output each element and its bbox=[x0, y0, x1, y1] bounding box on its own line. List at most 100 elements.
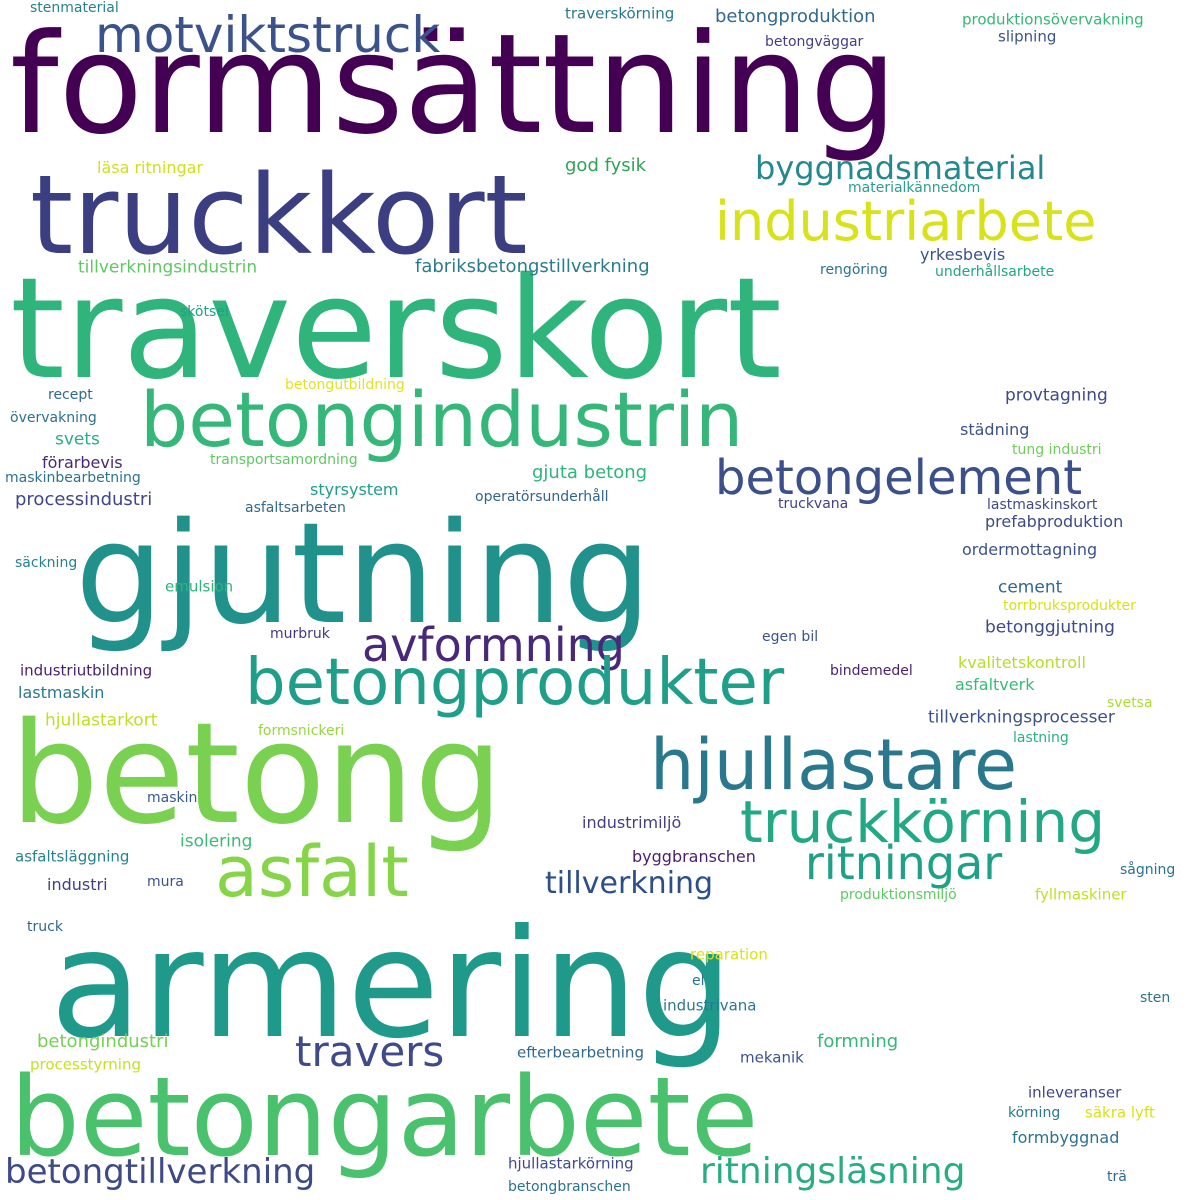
word-27: stenmaterial bbox=[30, 0, 119, 16]
word-100: betongbranschen bbox=[508, 1179, 631, 1195]
word-63: betonggjutning bbox=[985, 617, 1115, 638]
word-84: truck bbox=[27, 919, 63, 935]
word-89: betongindustri bbox=[37, 1031, 169, 1052]
word-76: isolering bbox=[180, 831, 253, 852]
word-96: säkra lyft bbox=[1085, 1103, 1155, 1122]
word-28: traverskörning bbox=[565, 4, 675, 23]
word-55: prefabproduktion bbox=[985, 512, 1124, 531]
word-70: hjullastarkort bbox=[45, 710, 158, 731]
word-66: kvalitetskontroll bbox=[958, 653, 1086, 672]
word-54: asfaltsarbeten bbox=[245, 500, 346, 516]
word-34: tillverkningsindustrin bbox=[78, 257, 258, 278]
word-85: reparation bbox=[690, 945, 768, 964]
word-32: läsa ritningar bbox=[97, 158, 204, 177]
word-2: truckkort bbox=[30, 151, 528, 279]
word-87: industrivana bbox=[663, 996, 757, 1015]
word-30: betongväggar bbox=[765, 34, 864, 50]
word-97: formbyggnad bbox=[1012, 1128, 1120, 1147]
word-78: byggbranschen bbox=[632, 847, 756, 866]
word-16: tillverkning bbox=[545, 866, 714, 901]
word-86: el bbox=[692, 973, 705, 989]
word-62: egen bil bbox=[762, 629, 819, 645]
word-43: städning bbox=[960, 420, 1030, 439]
word-5: traverskort bbox=[10, 248, 782, 411]
word-18: travers bbox=[295, 1027, 445, 1076]
word-47: maskinbearbetning bbox=[5, 470, 141, 486]
word-37: skötsel bbox=[180, 304, 229, 320]
word-92: processtyrning bbox=[30, 1055, 142, 1074]
word-50: styrsystem bbox=[310, 480, 399, 499]
word-79: sågning bbox=[1120, 862, 1176, 878]
word-56: ordermottagning bbox=[962, 540, 1098, 559]
word-74: maskin bbox=[147, 790, 198, 806]
word-17: armering bbox=[50, 898, 733, 1072]
word-26: yrkesbevis bbox=[920, 245, 1006, 264]
word-65: bindemedel bbox=[830, 663, 913, 679]
word-12: hjullastare bbox=[650, 724, 1018, 806]
word-51: operatörsunderhåll bbox=[475, 489, 609, 505]
word-22: byggnadsmaterial bbox=[755, 149, 1046, 187]
word-57: säckning bbox=[15, 555, 78, 571]
word-82: produktionsmiljö bbox=[840, 887, 957, 903]
word-36: underhållsarbete bbox=[935, 264, 1055, 280]
word-14: ritningar bbox=[805, 836, 1003, 890]
word-48: gjuta betong bbox=[532, 462, 648, 483]
word-33: materialkännedom bbox=[848, 180, 981, 196]
word-9: avformning bbox=[362, 618, 625, 672]
word-45: förarbevis bbox=[42, 453, 123, 472]
word-3: motviktstruck bbox=[95, 6, 441, 64]
word-4: industriarbete bbox=[715, 190, 1097, 253]
word-83: fyllmaskiner bbox=[1035, 885, 1127, 904]
word-23: betongproduktion bbox=[715, 6, 876, 27]
word-15: asfalt bbox=[215, 831, 409, 913]
word-71: formsnickeri bbox=[258, 723, 345, 739]
word-75: industrimiljö bbox=[582, 813, 682, 832]
word-67: lastmaskin bbox=[18, 683, 105, 702]
word-10: betongprodukter bbox=[245, 646, 785, 720]
word-8: gjutning bbox=[75, 493, 652, 656]
word-6: betongindustrin bbox=[140, 375, 744, 464]
word-53: lastmaskinskort bbox=[987, 497, 1098, 513]
word-38: betongutbildning bbox=[285, 377, 405, 393]
word-25: fabriksbetongstillverkning bbox=[415, 256, 650, 277]
word-40: provtagning bbox=[1005, 385, 1108, 406]
word-91: efterbearbetning bbox=[517, 1043, 644, 1062]
word-13: truckkörning bbox=[740, 788, 1106, 856]
word-64: industriutbildning bbox=[20, 661, 153, 680]
word-44: tung industri bbox=[1012, 442, 1102, 458]
word-60: torrbruksprodukter bbox=[1003, 598, 1136, 614]
word-35: rengöring bbox=[820, 262, 888, 278]
word-93: mekanik bbox=[740, 1048, 804, 1067]
word-20: betongtillverkning bbox=[5, 1152, 316, 1192]
word-95: körning bbox=[1008, 1105, 1061, 1121]
word-58: emulsion bbox=[165, 577, 234, 596]
word-81: mura bbox=[147, 874, 184, 890]
word-24: god fysik bbox=[565, 155, 647, 176]
word-42: svets bbox=[55, 429, 100, 450]
word-90: formning bbox=[817, 1031, 899, 1052]
word-29: produktionsövervakning bbox=[962, 10, 1144, 29]
word-31: slipning bbox=[998, 27, 1057, 46]
word-88: sten bbox=[1140, 990, 1171, 1006]
word-52: truckvana bbox=[778, 496, 849, 512]
word-7: betongelement bbox=[715, 450, 1083, 506]
word-69: svetsa bbox=[1107, 695, 1153, 711]
word-46: transportsamordning bbox=[210, 452, 358, 468]
word-1: formsättning bbox=[10, 4, 898, 165]
word-49: processindustri bbox=[15, 489, 153, 510]
word-68: asfaltverk bbox=[955, 675, 1035, 694]
word-73: lastning bbox=[1013, 730, 1069, 746]
word-99: trä bbox=[1107, 1169, 1127, 1185]
word-19: betongarbete bbox=[10, 1053, 759, 1181]
word-59: cement bbox=[998, 577, 1063, 598]
word-94: inleveranser bbox=[1028, 1083, 1122, 1102]
word-72: tillverkningsprocesser bbox=[928, 707, 1115, 728]
word-80: industri bbox=[47, 875, 108, 894]
word-21: ritningsläsning bbox=[700, 1151, 966, 1192]
word-61: murbruk bbox=[270, 626, 330, 642]
word-41: övervakning bbox=[10, 410, 97, 426]
word-77: asfaltsläggning bbox=[15, 847, 130, 866]
word-39: recept bbox=[48, 387, 93, 403]
word-11: betong bbox=[10, 693, 504, 856]
